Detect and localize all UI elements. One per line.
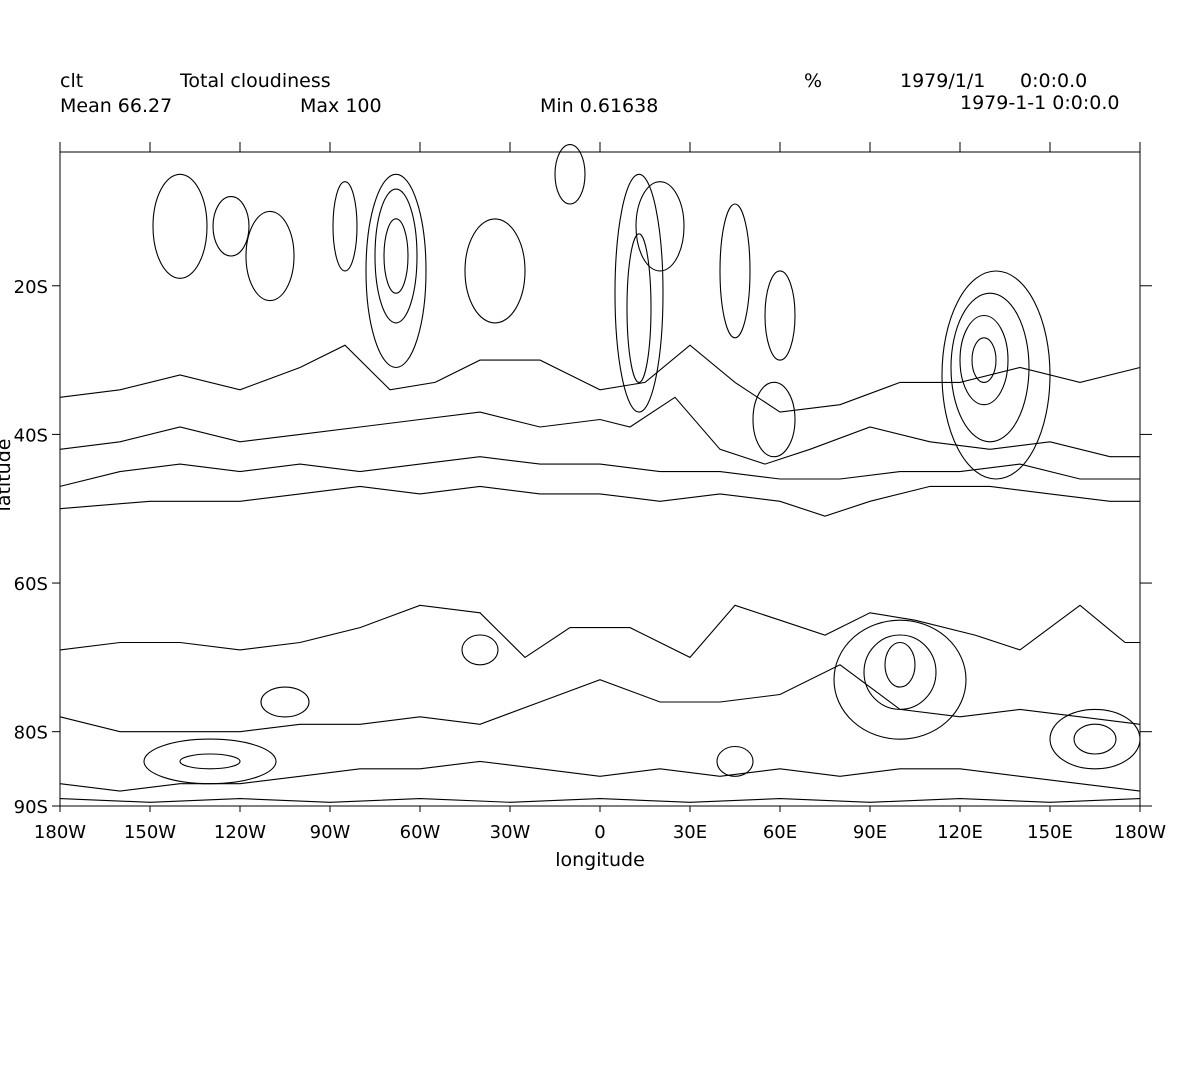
y-tick-label: 40S	[14, 425, 48, 446]
closed-contour	[833, 619, 967, 740]
closed-contour	[764, 270, 796, 361]
x-tick-label: 120E	[937, 822, 983, 843]
y-axis-title: latitude	[0, 439, 15, 512]
contour-line	[59, 760, 1141, 792]
variable-name: clt	[60, 70, 84, 92]
x-tick-label: 30E	[673, 822, 707, 843]
closed-contour	[1073, 723, 1117, 755]
closed-contour	[374, 188, 418, 324]
contour-line	[59, 664, 1141, 733]
closed-contour	[245, 210, 295, 302]
min-stat: Min 0.61638	[540, 95, 659, 117]
variable-long-name: Total cloudiness	[180, 70, 331, 92]
closed-contour	[554, 144, 586, 205]
x-tick-label: 60W	[400, 822, 441, 843]
closed-contour	[212, 196, 250, 257]
closed-contour	[719, 203, 751, 339]
x-tick-label: 90W	[310, 822, 351, 843]
closed-contour	[752, 381, 796, 458]
closed-contour	[365, 173, 427, 369]
closed-contour	[971, 337, 997, 383]
contour-line	[59, 344, 1141, 413]
contour-lines	[59, 144, 1141, 803]
x-tick-label: 0	[594, 822, 605, 843]
date-label: 1979/1/1	[900, 70, 986, 92]
closed-contour	[152, 173, 208, 279]
x-tick-label: 180W	[34, 822, 86, 843]
x-tick-label: 180W	[1114, 822, 1166, 843]
closed-contour	[626, 233, 652, 383]
contour-line	[59, 798, 1141, 803]
y-tick-label: 90S	[14, 797, 48, 818]
closed-contour	[959, 314, 1009, 406]
x-axis-title: longitude	[555, 849, 645, 871]
closed-contour	[635, 181, 685, 272]
x-tick-label: 150E	[1027, 822, 1073, 843]
max-stat: Max 100	[300, 95, 382, 117]
contour-line	[59, 604, 1140, 659]
closed-contour	[461, 634, 499, 666]
axis-ticks	[52, 142, 1152, 812]
closed-contour	[143, 738, 277, 785]
x-tick-label: 60E	[763, 822, 797, 843]
closed-contour	[383, 218, 409, 294]
x-tick-label: 30W	[490, 822, 531, 843]
closed-contour	[941, 270, 1051, 480]
timestamp-label: 1979-1-1 0:0:0.0	[960, 92, 1120, 114]
closed-contour	[464, 218, 526, 324]
closed-contour	[884, 641, 916, 688]
x-tick-label: 150W	[124, 822, 176, 843]
y-tick-label: 80S	[14, 723, 48, 744]
time-label: 0:0:0.0	[1020, 70, 1088, 92]
units-label: %	[804, 70, 823, 92]
x-tick-label: 120W	[214, 822, 266, 843]
plot-frame	[59, 151, 1141, 807]
closed-contour	[1049, 708, 1141, 770]
contour-line	[59, 485, 1140, 517]
mean-stat: Mean 66.27	[60, 95, 173, 117]
plot-border	[59, 151, 1141, 807]
contour-line	[59, 456, 1140, 487]
closed-contour	[332, 181, 358, 272]
y-tick-label: 60S	[14, 574, 48, 595]
closed-contour	[863, 634, 937, 710]
closed-contour	[614, 173, 664, 413]
x-tick-label: 90E	[853, 822, 887, 843]
y-tick-label: 20S	[14, 277, 48, 298]
closed-contour	[179, 753, 241, 770]
axis-tick-labels: 180W 150W 120W 90W 60W 30W 0 30E 60E 90E 120E 150E 1…	[14, 277, 1167, 843]
closed-contour	[260, 686, 310, 718]
closed-contour	[950, 292, 1030, 443]
closed-contour	[716, 745, 754, 777]
contour-line	[59, 396, 1140, 465]
